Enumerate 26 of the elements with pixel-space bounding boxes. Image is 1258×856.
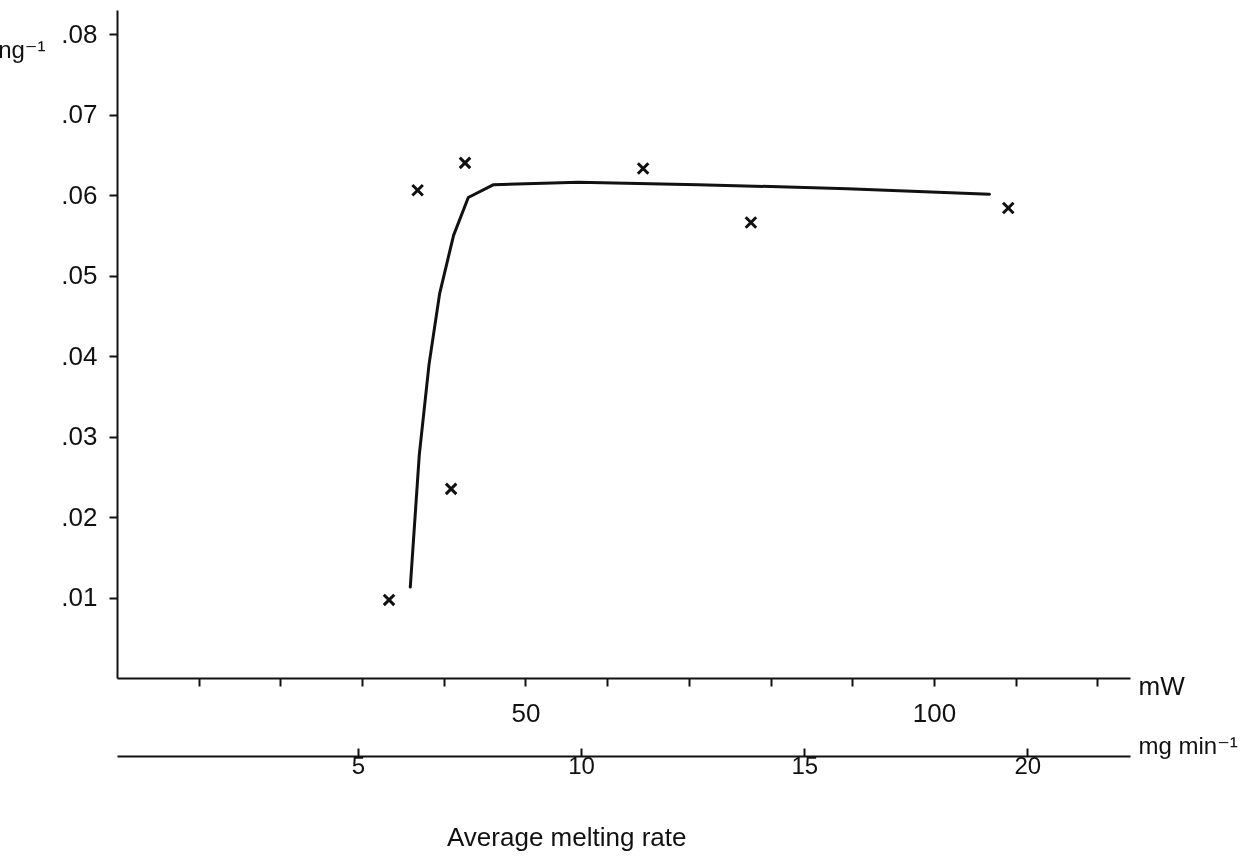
point	[458, 156, 472, 170]
line-series	[408, 180, 991, 589]
y-axis-title: ng⁻¹	[0, 35, 46, 63]
x2-tick-label: 15	[791, 751, 819, 779]
point	[636, 161, 650, 176]
text: Average melting rate	[447, 822, 687, 852]
x2-tick-label: 10	[568, 751, 595, 779]
point	[744, 215, 758, 230]
y-tick-label: .04	[61, 340, 98, 371]
point	[1001, 201, 1016, 215]
y-tick-label: .02	[61, 501, 98, 532]
x2-tick-label: 20	[1014, 751, 1042, 779]
y-tick-label: .03	[61, 421, 98, 452]
y-tick-label: .08	[61, 18, 98, 49]
point	[410, 183, 425, 198]
x-tick-label: 100	[912, 697, 957, 728]
point	[444, 482, 458, 496]
x2-axis-title: mg min⁻¹	[1138, 731, 1238, 759]
x2-tick-label: 5	[351, 751, 366, 779]
y-tick-label: .06	[61, 179, 98, 210]
x-tick-label: 50	[511, 697, 541, 728]
x-axis-title: mW	[1138, 670, 1186, 701]
y-tick-label: .07	[61, 99, 98, 130]
point	[382, 593, 396, 607]
y-tick-label: .05	[61, 260, 98, 291]
y-tick-label: .01	[61, 582, 98, 613]
